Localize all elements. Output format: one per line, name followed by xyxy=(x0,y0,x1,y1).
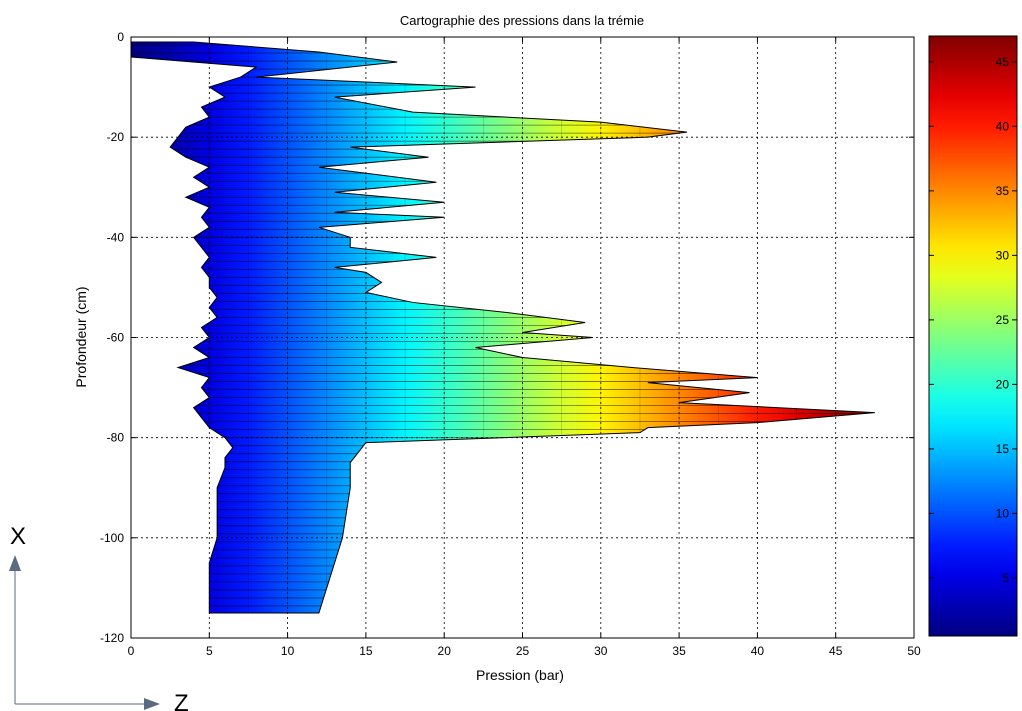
x-tick-label: 5 xyxy=(206,644,213,658)
grid-lines xyxy=(131,37,914,638)
x-tick-label: 45 xyxy=(829,644,843,658)
colorbar-tick-label: 5 xyxy=(1002,571,1009,585)
x-tick-label: 25 xyxy=(516,644,530,658)
z-arrow-head xyxy=(144,698,160,710)
z-arrow-label: Z xyxy=(174,690,189,711)
x-tick-label: 0 xyxy=(128,644,135,658)
colorbar-ticks: 5 10 15 20 25 30 35 40 45 xyxy=(929,55,1017,585)
x-tick-label: 15 xyxy=(359,644,373,658)
y-tick-label: -80 xyxy=(107,431,125,445)
x-tick-label: 40 xyxy=(751,644,765,658)
y-tick-label: 0 xyxy=(117,30,124,44)
colorbar-tick-label: 10 xyxy=(996,506,1010,520)
y-tick-label: -40 xyxy=(107,230,125,244)
colorbar: 5 10 15 20 25 30 35 40 45 xyxy=(928,35,1018,637)
x-tick-label: 20 xyxy=(438,644,452,658)
pressure-area xyxy=(131,41,875,614)
y-axis-label: Profondeur (cm) xyxy=(73,286,89,387)
colorbar-tick-label: 45 xyxy=(996,55,1010,69)
axis-ticks: 0 5 10 15 20 25 30 35 40 45 50 0 -20 -40 -60 -80 -100 -12… xyxy=(100,30,921,658)
colorbar-gradient xyxy=(928,35,1018,637)
colorbar-tick-label: 40 xyxy=(996,119,1010,133)
y-tick-label: -120 xyxy=(100,631,124,645)
colorbar-tick-label: 30 xyxy=(996,248,1010,262)
colorbar-tick-label: 20 xyxy=(996,377,1010,391)
x-tick-label: 30 xyxy=(594,644,608,658)
colorbar-tick-label: 15 xyxy=(996,442,1010,456)
y-tick-label: -60 xyxy=(107,331,125,345)
coordinate-arrows: X Z xyxy=(9,523,189,711)
chart-title: Cartographie des pressions dans la trémi… xyxy=(400,13,644,28)
y-tick-label: -20 xyxy=(107,130,125,144)
x-arrow-label: X xyxy=(10,523,26,550)
x-arrow-head xyxy=(9,555,21,571)
x-tick-label: 10 xyxy=(281,644,295,658)
x-tick-label: 35 xyxy=(672,644,686,658)
plot-area: 0 5 10 15 20 25 30 35 40 45 50 0 -20 -40 -60 -80 -100 -12… xyxy=(100,30,921,658)
colorbar-tick-label: 35 xyxy=(996,184,1010,198)
x-tick-label: 50 xyxy=(907,644,921,658)
colorbar-tick-label: 25 xyxy=(996,313,1010,327)
y-tick-label: -100 xyxy=(100,531,124,545)
x-axis-label: Pression (bar) xyxy=(476,667,564,683)
